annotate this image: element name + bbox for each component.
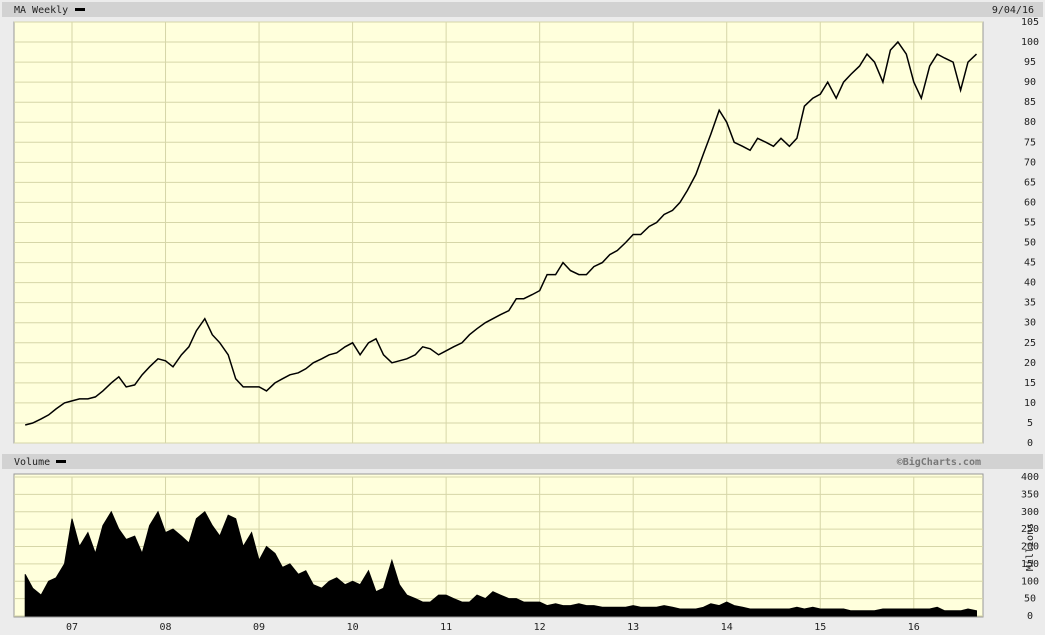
y-tick-label: 75: [1024, 137, 1036, 148]
price-panel: [13, 21, 984, 444]
y-tick-label: 15: [1024, 378, 1036, 389]
volume-area: [24, 510, 977, 617]
y-tick-label: 250: [1021, 524, 1039, 535]
volume-header-bar: [2, 454, 1043, 469]
source: ©BigCharts.com: [897, 456, 981, 468]
y-tick-label: 30: [1024, 318, 1036, 329]
header-bar: [2, 2, 1043, 17]
y-tick-label: 150: [1021, 559, 1039, 570]
x-tick-label: 14: [721, 622, 733, 633]
y-tick-label: 400: [1021, 472, 1039, 483]
x-tick-label: 08: [159, 622, 171, 633]
y-tick-label: 0: [1027, 611, 1033, 622]
x-tick-label: 09: [253, 622, 265, 633]
price-line: [25, 40, 978, 426]
y-tick-label: 65: [1024, 177, 1036, 188]
chart-date: 9/04/16: [992, 5, 1034, 16]
legend-swatch: [75, 8, 85, 11]
chart-title: MA Weekly: [14, 5, 68, 16]
x-tick-label: 11: [440, 622, 452, 633]
y-tick-label: 5: [1027, 418, 1033, 429]
y-axis-label: Millions: [1025, 523, 1036, 571]
x-tick-label: 07: [66, 622, 78, 633]
y-tick-label: 40: [1024, 278, 1036, 289]
legend-swatch: [56, 460, 66, 463]
y-tick-label: 80: [1024, 117, 1036, 128]
y-tick-label: 70: [1024, 157, 1036, 168]
y-tick-label: 35: [1024, 298, 1036, 309]
y-tick-label: 85: [1024, 97, 1036, 108]
y-tick-label: 50: [1024, 238, 1036, 249]
x-tick-label: 13: [627, 622, 639, 633]
y-tick-label: 25: [1024, 338, 1036, 349]
y-tick-label: 55: [1024, 217, 1036, 228]
y-tick-label: 100: [1021, 37, 1039, 48]
y-tick-label: 105: [1021, 17, 1039, 28]
volume-title: Volume: [14, 457, 50, 468]
y-tick-label: 10: [1024, 398, 1036, 409]
y-tick-label: 90: [1024, 77, 1036, 88]
y-tick-label: 300: [1021, 507, 1039, 518]
y-tick-label: 200: [1021, 542, 1039, 553]
x-tick-label: 10: [347, 622, 359, 633]
y-tick-label: 45: [1024, 258, 1036, 269]
y-tick-label: 50: [1024, 594, 1036, 605]
x-tick-label: 12: [534, 622, 546, 633]
y-tick-label: 100: [1021, 576, 1039, 587]
x-tick-label: 15: [814, 622, 826, 633]
y-tick-label: 0: [1027, 438, 1033, 449]
y-tick-label: 60: [1024, 197, 1036, 208]
y-tick-label: 350: [1021, 489, 1039, 500]
x-tick-label: 16: [908, 622, 920, 633]
y-tick-label: 20: [1024, 358, 1036, 369]
y-tick-label: 95: [1024, 57, 1036, 68]
